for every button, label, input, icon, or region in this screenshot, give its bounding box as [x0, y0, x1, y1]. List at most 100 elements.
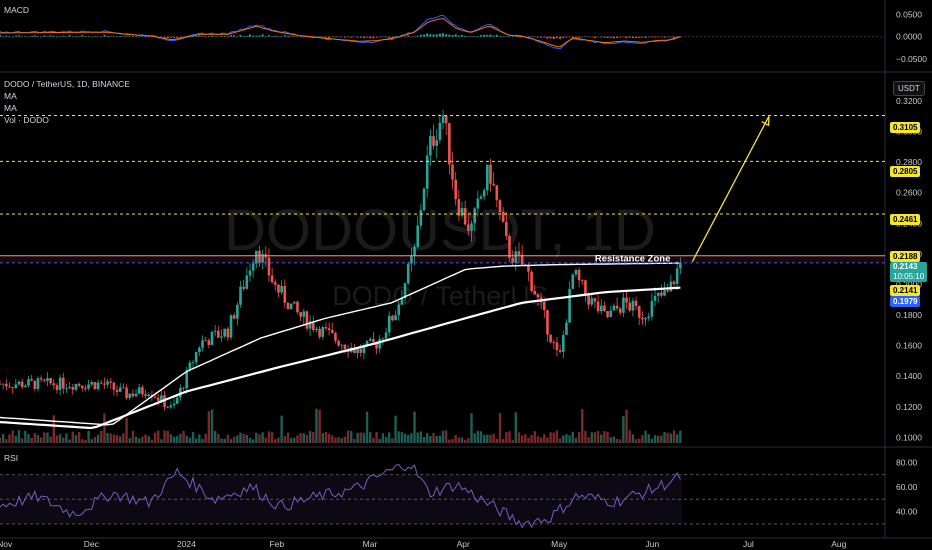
macd-histogram-bar — [600, 36, 603, 38]
volume-bar — [600, 434, 603, 443]
macd-histogram-bar — [552, 36, 555, 39]
volume-bar — [103, 413, 106, 443]
candle-body — [530, 271, 533, 291]
volume-bar — [340, 438, 343, 443]
candle-body — [182, 387, 185, 389]
volume-bar — [346, 430, 350, 443]
volume-bar — [593, 432, 597, 443]
volume-bar — [492, 433, 495, 443]
volume-bar — [77, 432, 81, 443]
volume-bar — [8, 434, 11, 443]
candle-body — [574, 270, 578, 275]
macd-histogram-bar — [641, 36, 644, 38]
candle-body — [109, 381, 113, 383]
volume-bar — [194, 438, 198, 443]
macd-histogram-bar — [546, 36, 549, 39]
volume-bar — [565, 434, 568, 443]
currency-button[interactable]: USDT — [893, 81, 925, 96]
volume-bar — [359, 432, 362, 443]
candle-body — [419, 210, 423, 226]
candle-body — [571, 274, 575, 289]
candle-body — [558, 350, 562, 352]
candles — [0, 109, 682, 411]
macd-histogram-bar — [305, 36, 308, 38]
candle-body — [267, 257, 271, 276]
candle-body — [163, 395, 166, 408]
volume-bar — [201, 439, 204, 443]
volume-bar — [39, 437, 43, 443]
candle-body — [122, 387, 125, 389]
candle-body — [679, 262, 682, 269]
candle-body — [438, 122, 442, 141]
candle-body — [274, 282, 277, 285]
candle-body — [255, 250, 258, 264]
candle-body — [115, 389, 119, 392]
candle-body — [368, 339, 372, 341]
macd-histogram-bar — [93, 36, 96, 37]
volume-bar — [277, 437, 280, 443]
candle-body — [599, 305, 603, 312]
volume-bar — [571, 431, 574, 443]
candle-body — [463, 208, 467, 225]
volume-bar — [258, 434, 261, 443]
candle-body — [251, 263, 255, 271]
volume-bar — [672, 430, 676, 443]
macd-histogram-bar — [144, 36, 147, 38]
macd-histogram-bar — [55, 36, 58, 38]
volume-bar — [675, 434, 679, 443]
candle-body — [511, 257, 514, 263]
candle-body — [381, 338, 385, 340]
volume-bar — [43, 432, 46, 443]
volume-bar — [236, 435, 239, 443]
macd-histogram-bar — [84, 35, 87, 37]
candle-body — [43, 379, 46, 381]
macd-histogram-bar — [290, 36, 293, 37]
macd-histogram-bar — [533, 36, 536, 38]
candle-body — [577, 270, 581, 281]
indicator-ma-1[interactable]: MA — [4, 91, 17, 101]
candle-body — [451, 164, 454, 180]
volume-bar — [644, 430, 647, 443]
macd-histogram-bar — [90, 36, 93, 38]
volume-bar — [93, 436, 97, 443]
volume-bar — [280, 415, 283, 443]
candle-body — [223, 328, 226, 337]
volume-bar — [530, 434, 533, 443]
candle-body — [84, 387, 87, 389]
candle-body — [125, 387, 128, 398]
volume-bar — [106, 432, 109, 443]
volume-bar — [138, 438, 141, 443]
macd-histogram-bar — [233, 35, 236, 37]
volume-bar — [426, 433, 429, 443]
candle-body — [536, 294, 540, 298]
volume-bar — [527, 437, 530, 443]
macd-histogram-bar — [36, 36, 39, 37]
macd-histogram-bar — [280, 36, 283, 38]
macd-histogram-bar — [429, 34, 432, 37]
volume-bar — [350, 430, 353, 443]
symbol-title[interactable]: DODO / TetherUS, 1D, BINANCE — [4, 79, 130, 89]
volume-bar — [81, 439, 84, 443]
volume-bar — [283, 436, 287, 443]
indicator-ma-2[interactable]: MA — [4, 103, 17, 113]
indicator-volume[interactable]: Vol · DODO — [4, 115, 49, 125]
ma-value-tag: 0.1979 — [890, 296, 921, 307]
volume-bar — [470, 413, 473, 443]
volume-bar — [365, 411, 369, 443]
candle-body — [33, 380, 37, 389]
volume-bar — [274, 439, 277, 443]
level-tag-0-2461: 0.2461 — [890, 214, 921, 225]
macd-histogram-bar — [128, 36, 131, 37]
volume-bar — [441, 430, 445, 443]
volume-bar — [213, 430, 217, 443]
macd-histogram-bar — [369, 36, 372, 39]
macd-histogram-bar — [419, 34, 422, 37]
macd-histogram-bar — [252, 35, 255, 37]
volume-bar — [71, 431, 74, 443]
candle-body — [542, 302, 546, 311]
macd-histogram-bar — [236, 36, 239, 38]
candle-body — [65, 388, 68, 389]
volume-bar — [264, 437, 268, 443]
candle-body — [99, 382, 103, 384]
